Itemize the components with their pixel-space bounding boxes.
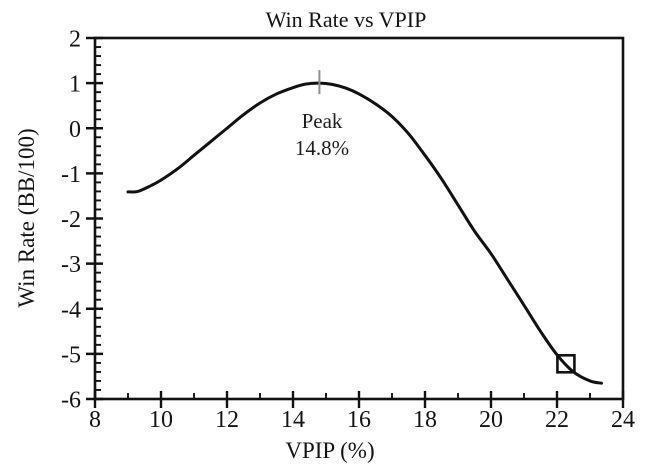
x-tick-label: 12: [215, 407, 239, 433]
y-tick-label: 2: [69, 27, 81, 53]
x-tick-label: 16: [347, 407, 371, 433]
y-tick-label: -5: [61, 342, 81, 368]
peak-annotation-line2: 14.8%: [295, 136, 349, 160]
x-tick-label: 18: [413, 407, 437, 433]
x-tick-label: 24: [611, 407, 635, 433]
x-tick-label: 14: [281, 407, 305, 433]
plot-area: 210-1-2-3-4-5-68 10 12 14 16 18 20 22 24: [61, 27, 635, 434]
y-tick-label: -6: [61, 388, 81, 414]
peak-annotation-line1: Peak: [302, 109, 343, 133]
y-tick-label: -4: [61, 297, 81, 323]
y-axis-label: Win Rate (BB/100): [14, 128, 39, 307]
current-position-marker: [556, 354, 576, 374]
x-tick-label: 22: [545, 407, 569, 433]
y-tick-label: -3: [61, 252, 81, 278]
x-tick-label: 8: [89, 407, 101, 433]
x-axis-label: VPIP (%): [285, 438, 374, 463]
win-rate-curve: [126, 81, 604, 385]
y-tick-label: -2: [61, 207, 81, 233]
chart-title: Win Rate vs VPIP: [266, 7, 427, 32]
y-tick-label: 0: [69, 117, 81, 143]
y-tick-label: 1: [69, 72, 81, 98]
y-tick-label: -1: [61, 162, 81, 188]
x-tick-label: 10: [149, 407, 173, 433]
plot-border: [93, 36, 625, 401]
x-tick-label: 20: [479, 407, 503, 433]
